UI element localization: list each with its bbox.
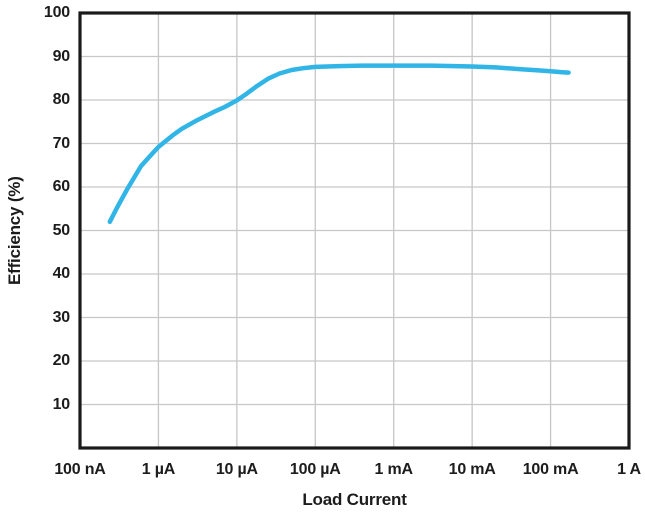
x-tick-label: 100 mA xyxy=(522,461,579,478)
y-tick-label: 70 xyxy=(52,134,71,152)
y-tick-label: 80 xyxy=(52,91,71,108)
y-tick-label: 100 xyxy=(43,4,70,21)
x-tick-label: 10 mA xyxy=(448,461,496,478)
x-tick-label: 100 µA xyxy=(289,461,341,478)
x-tick-label: 1 A xyxy=(617,461,641,478)
x-tick-label: 10 µA xyxy=(215,461,258,478)
y-tick-label: 30 xyxy=(52,308,71,326)
plot-frame xyxy=(78,11,631,450)
y-tick-label: 40 xyxy=(52,265,71,282)
x-tick-label: 1 mA xyxy=(374,461,414,478)
y-tick-label: 50 xyxy=(52,221,71,239)
x-tick-label: 1 µA xyxy=(141,461,176,478)
y-tick-label: 10 xyxy=(52,395,71,413)
efficiency-curve xyxy=(107,63,571,225)
y-tick-label: 20 xyxy=(52,352,71,369)
y-tick-label: 90 xyxy=(52,47,71,65)
x-tick-label: 100 nA xyxy=(54,461,106,478)
y-tick-label: 60 xyxy=(52,178,71,195)
x-axis-title: Load Current xyxy=(302,490,407,509)
